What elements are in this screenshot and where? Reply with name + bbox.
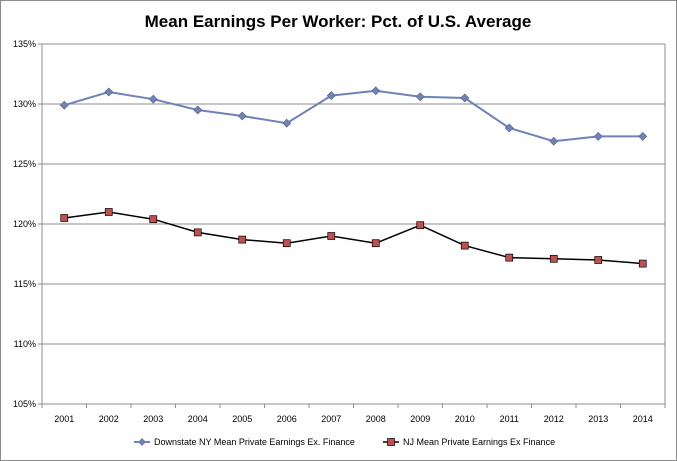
data-point <box>193 228 202 237</box>
x-tick-label: 2009 <box>410 414 430 424</box>
data-point <box>104 208 113 216</box>
x-tick-label: 2005 <box>232 414 252 424</box>
y-tick-label: 110% <box>14 339 36 349</box>
series-group <box>59 86 648 268</box>
data-point <box>371 86 381 96</box>
data-point <box>549 254 558 263</box>
legend-label: Downstate NY Mean Private Earnings Ex. F… <box>154 437 355 447</box>
data-point <box>59 100 69 110</box>
x-tick-label: 2001 <box>54 414 74 424</box>
data-point <box>416 221 425 230</box>
data-point <box>237 111 247 121</box>
data-point <box>371 239 380 248</box>
data-point <box>505 253 514 262</box>
data-point <box>638 131 648 141</box>
data-point <box>460 93 470 103</box>
data-point <box>549 136 559 146</box>
legend-marker <box>138 438 146 446</box>
data-point <box>282 239 291 248</box>
data-point <box>594 256 603 264</box>
x-tick-label: 2012 <box>544 414 564 424</box>
y-axis-ticks: 105% 110% 115% 120% 125% 130% 135% <box>13 39 42 409</box>
data-point <box>149 215 158 224</box>
data-point <box>148 94 158 104</box>
series-line <box>64 211 643 265</box>
y-tick-label: 125% <box>13 159 36 169</box>
y-tick-label: 120% <box>13 219 36 229</box>
data-point <box>238 235 247 244</box>
data-point <box>282 118 292 128</box>
legend-marker <box>387 438 395 446</box>
x-axis-ticks: 2001 2002 2003 2004 2005 2006 2007 2008 2009 2010… <box>41 404 666 424</box>
data-point <box>638 259 647 268</box>
chart-title: Mean Earnings Per Worker: Pct. of U.S. A… <box>145 12 532 31</box>
x-tick-label: 2002 <box>99 414 119 424</box>
x-tick-label: 2013 <box>588 414 608 424</box>
data-point <box>193 105 203 115</box>
legend: Downstate NY Mean Private Earnings Ex. F… <box>134 437 555 447</box>
data-point <box>593 131 603 141</box>
data-point <box>104 87 114 97</box>
x-tick-label: 2008 <box>366 414 386 424</box>
data-point <box>460 241 469 250</box>
x-tick-label: 2004 <box>188 414 208 424</box>
y-tick-label: 115% <box>14 279 36 289</box>
gridlines <box>41 43 666 405</box>
y-tick-label: 135% <box>13 39 36 49</box>
x-tick-label: 2011 <box>500 414 519 424</box>
x-tick-label: 2014 <box>633 414 653 424</box>
x-tick-label: 2006 <box>277 414 297 424</box>
legend-label: NJ Mean Private Earnings Ex Finance <box>403 437 555 447</box>
data-point <box>415 92 425 102</box>
y-tick-label: 130% <box>13 99 36 109</box>
data-point <box>60 214 69 222</box>
series-line <box>63 89 643 143</box>
data-point <box>504 123 514 133</box>
data-point <box>327 232 336 240</box>
data-point <box>326 91 336 101</box>
x-tick-label: 2010 <box>455 414 475 424</box>
y-tick-label: 105% <box>13 399 36 409</box>
x-tick-label: 2003 <box>143 414 163 424</box>
x-tick-label: 2007 <box>321 414 341 424</box>
